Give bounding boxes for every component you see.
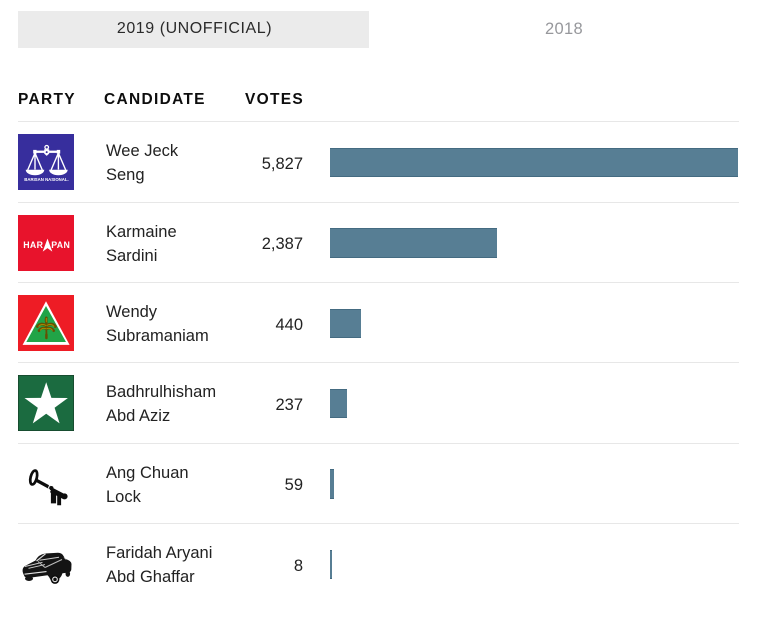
svg-text:PAN: PAN [51,240,70,250]
svg-text:HAR: HAR [23,240,43,250]
svg-text:BARISAN NASIONAL.: BARISAN NASIONAL. [24,177,68,182]
